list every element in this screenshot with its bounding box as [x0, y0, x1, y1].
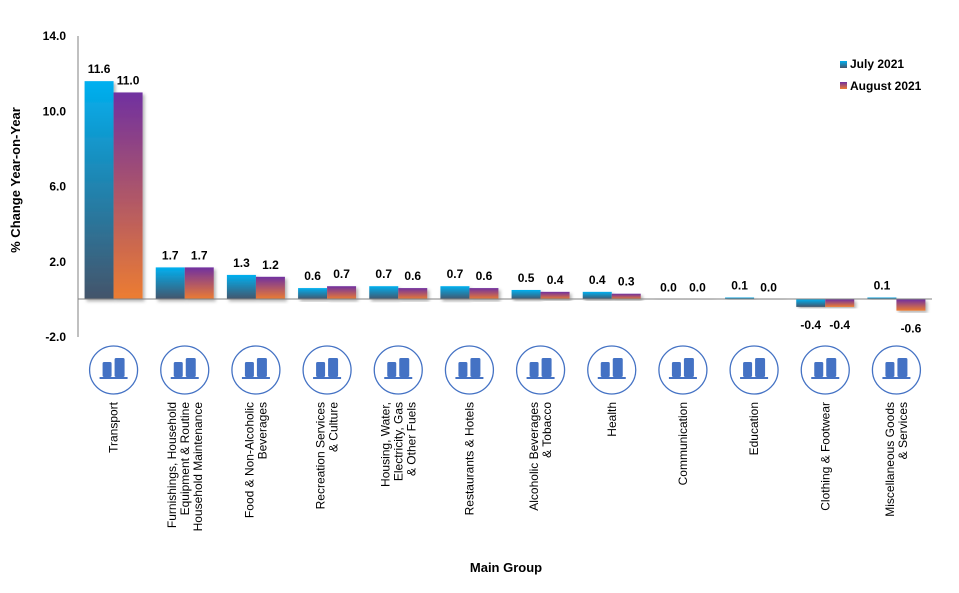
category-icons [88, 345, 922, 395]
category-label: Household Maintenance [191, 402, 205, 532]
graduation-cap-icon [729, 345, 779, 395]
y-tick-label: 14.0 [43, 29, 67, 43]
category-label: Food & Non-Alcoholic [242, 402, 256, 518]
category-label: Equipment & Routine [178, 402, 192, 516]
x-axis-title: Main Group [470, 560, 542, 575]
category-label: Furnishings, Household [165, 402, 179, 528]
wine-bottle-icon [515, 345, 566, 395]
category-label: Communication [676, 402, 690, 485]
bar-august [469, 288, 499, 300]
data-label: 1.3 [233, 256, 250, 270]
category-label: Housing, Water, [378, 402, 392, 487]
data-label: -0.4 [829, 318, 850, 332]
bar-july [867, 297, 897, 300]
y-axis-title: % Change Year-on-Year [8, 107, 23, 253]
category-label: Beverages [255, 402, 269, 459]
bar-august [540, 291, 570, 300]
category-label: Alcoholic Beverages [527, 402, 541, 511]
bar-july [511, 289, 541, 300]
category-label: Restaurants & Hotels [462, 402, 476, 515]
data-label: 11.6 [88, 62, 111, 76]
clothing-shoes-icon [800, 345, 850, 395]
data-label: 0.7 [447, 267, 464, 281]
phone-mail-icon [658, 345, 708, 395]
data-label: 0.0 [660, 280, 677, 294]
legend-label-august: August 2021 [850, 79, 922, 93]
category-label: Recreation Services [314, 402, 328, 509]
data-label: 0.5 [518, 271, 535, 285]
theatre-masks-icon [302, 345, 352, 395]
data-label: 1.7 [191, 248, 208, 262]
bar-august [825, 299, 855, 307]
data-label: -0.6 [901, 322, 922, 336]
bar-august [255, 276, 285, 300]
y-tick-label: -2.0 [45, 330, 66, 344]
furnishings-icon [160, 345, 210, 395]
bars [84, 81, 926, 311]
restaurant-hotel-icon [444, 345, 495, 395]
category-label: & Culture [327, 402, 341, 452]
bar-july [226, 274, 256, 300]
bar-august [113, 92, 143, 300]
category-label: & Tobacco [540, 402, 554, 458]
bar-july [725, 297, 755, 300]
bar-august [611, 293, 641, 300]
data-label: 0.7 [333, 267, 350, 281]
legend-swatch-august [840, 82, 847, 89]
bar-july [298, 288, 328, 300]
data-label: 0.0 [689, 280, 706, 294]
category-label: & Services [896, 402, 910, 459]
data-label: 0.7 [375, 267, 392, 281]
bar-july [440, 286, 470, 300]
legend-label-july: July 2021 [850, 57, 904, 71]
category-label: Transport [107, 401, 121, 453]
food-beverage-icon [231, 345, 281, 395]
legend-swatch-july [840, 61, 847, 68]
data-label: 0.1 [731, 278, 748, 292]
data-label: 1.7 [162, 248, 179, 262]
bar-july [796, 299, 826, 307]
data-label: 0.3 [618, 275, 635, 289]
bar-july [155, 267, 185, 300]
data-label: -0.4 [800, 318, 821, 332]
category-label: Clothing & Footwear [818, 402, 832, 511]
y-tick-label: 10.0 [43, 104, 67, 118]
bar-july [369, 286, 399, 300]
data-label: 0.1 [874, 278, 891, 292]
category-label: Health [605, 402, 619, 437]
data-label: 0.6 [304, 269, 321, 283]
data-label: 11.0 [117, 73, 140, 87]
transport-icon [88, 345, 139, 395]
bar-august [398, 288, 428, 300]
bar-august [896, 299, 926, 311]
toiletries-icon [871, 345, 922, 395]
data-label: 0.4 [589, 273, 606, 287]
data-label: 1.2 [262, 258, 279, 272]
data-labels: 11.6 11.0 1.7 1.7 1.3 1.2 0.6 0.7 0.7 0.6 0.7 0.6 0.… [88, 62, 922, 336]
category-label: Miscellaneous Goods [883, 402, 897, 517]
bar-august [327, 286, 357, 300]
house-fire-icon [373, 345, 423, 395]
category-labels: Transport Furnishings, Household Equipment… [107, 401, 910, 531]
y-tick-label: 2.0 [49, 255, 66, 269]
data-label: 0.6 [404, 269, 421, 283]
data-label: 0.0 [760, 280, 777, 294]
category-label: & Other Fuels [404, 402, 418, 476]
y-tick-label: 6.0 [49, 180, 66, 194]
category-label: Education [747, 402, 761, 455]
bar-august [184, 267, 214, 300]
legend: July 2021 August 2021 [840, 57, 922, 93]
data-label: 0.6 [476, 269, 493, 283]
stethoscope-heart-icon [587, 345, 637, 395]
category-label: Electricity, Gas [391, 402, 405, 481]
bar-july [582, 291, 612, 300]
bar-july [84, 81, 114, 300]
y-axis-ticks: 14.0 10.0 6.0 2.0 -2.0 [43, 29, 67, 344]
data-label: 0.4 [547, 273, 564, 287]
